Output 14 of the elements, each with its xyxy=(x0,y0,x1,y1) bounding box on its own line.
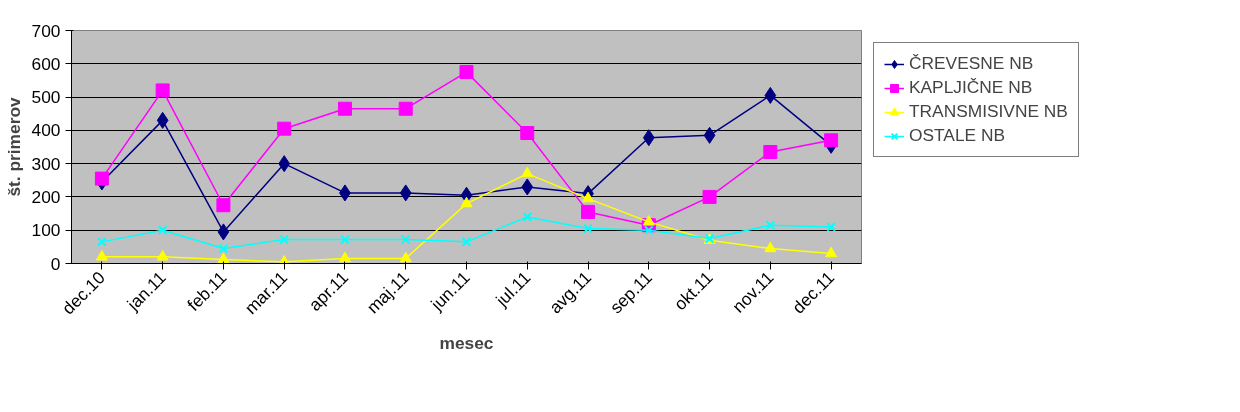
y-tick-label: 400 xyxy=(31,120,61,141)
y-tick-label: 100 xyxy=(31,220,61,241)
y-tick-label: 300 xyxy=(31,153,61,174)
y-tick-label: 500 xyxy=(31,87,61,108)
legend-label: TRANSMISIVNE NB xyxy=(909,101,1068,122)
legend-label: KAPLJIČNE NB xyxy=(909,77,1033,98)
y-tick-label: 600 xyxy=(31,53,61,74)
y-tick-label: 0 xyxy=(50,253,61,274)
x-axis-title: mesec xyxy=(439,333,494,354)
y-axis-title: št. primerov xyxy=(3,97,24,197)
legend-label: OSTALE NB xyxy=(909,125,1005,146)
y-tick-label: 700 xyxy=(31,20,61,41)
y-tick-label: 200 xyxy=(31,186,61,207)
legend-label: ČREVESNE NB xyxy=(909,53,1034,74)
